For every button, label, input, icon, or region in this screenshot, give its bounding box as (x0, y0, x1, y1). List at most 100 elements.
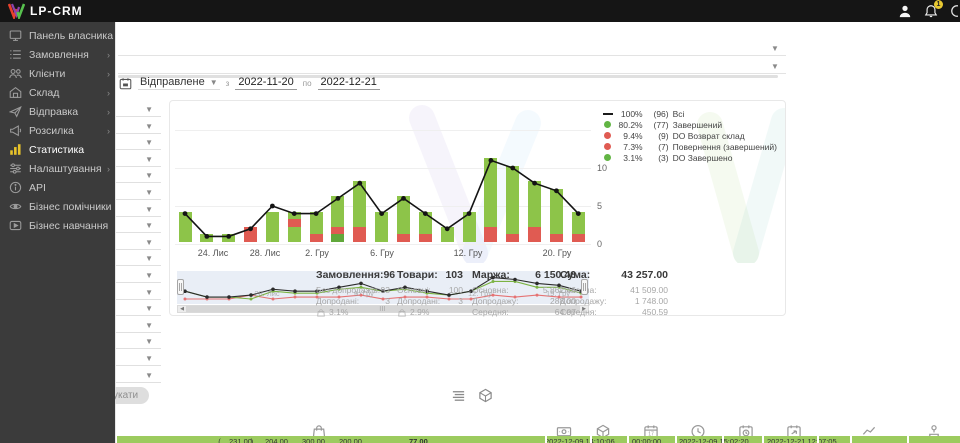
summary-sub-value: 3 (458, 296, 463, 306)
legend-item[interactable]: 100% (96) Всі (602, 108, 777, 119)
calendar-icon (119, 77, 132, 90)
sidebar-item-api[interactable]: API (0, 178, 115, 197)
top-select-2-underline[interactable] (118, 73, 786, 74)
filter-select-2[interactable]: ▼ (116, 119, 161, 134)
package-view-icon[interactable] (478, 388, 493, 403)
y-axis-tick: 10 (597, 163, 608, 173)
bar-day-9[interactable] (353, 181, 367, 242)
filter-select-9[interactable]: ▼ (116, 235, 161, 250)
sidebar-item-бізнес-помічники[interactable]: Бізнес помічники (0, 197, 115, 216)
sidebar-item-бізнес-навчання[interactable]: Бізнес навчання (0, 216, 115, 235)
bar-day-15[interactable] (484, 158, 498, 242)
legend-item[interactable]: 7.3% (7) Повернення (завершений) (602, 141, 777, 152)
summary-sub-value: 450.59 (642, 307, 668, 317)
chevron-down-icon: ▼ (145, 121, 153, 131)
user-icon[interactable] (898, 4, 912, 18)
legend-item[interactable]: 9.4% (9) DO Возврат склад (602, 130, 777, 141)
bar-day-1[interactable] (178, 211, 192, 242)
to-label: по (302, 79, 312, 88)
chart-range-navigator[interactable]: 28. Лис 6. Гру 12. Гру 19. Гру (177, 271, 589, 304)
bar-day-11[interactable] (397, 196, 410, 242)
legend-percent: 80.2% (618, 119, 643, 130)
bar-day-8[interactable] (331, 196, 345, 242)
row-cell-text: …………… (855, 437, 893, 443)
filter-select-5[interactable]: ▼ (116, 168, 161, 184)
filter-select-13[interactable]: ▼ (116, 301, 161, 317)
filter-select-4[interactable]: ▼ (116, 152, 161, 167)
bar-segment-r (418, 234, 432, 242)
bar-day-10[interactable] (375, 211, 389, 242)
bar-day-16[interactable] (506, 166, 520, 242)
banknote-icon[interactable] (556, 424, 572, 439)
scroll-left-arrow[interactable]: ◀ (180, 306, 184, 312)
legend-dot-marker (604, 154, 612, 161)
sidebar-item-панель-власника[interactable]: Панель власника (0, 26, 115, 45)
filter-select-15[interactable]: ▼ (116, 334, 161, 350)
sidebar-item-label: Склад (29, 86, 60, 99)
bar-day-5[interactable] (265, 211, 279, 242)
chart-scrollbar[interactable]: ◀ ||| ▶ (177, 305, 589, 313)
navigator-left-handle[interactable] (177, 279, 184, 295)
cell-separator (722, 436, 724, 443)
bar-day-18[interactable] (549, 188, 563, 242)
x-axis-tick: 28. Лис (249, 248, 281, 258)
chevron-down-icon: ▼ (145, 337, 153, 347)
sidebar-item-статистика[interactable]: Статистика (0, 140, 115, 159)
lp-crm-logo-icon (8, 3, 25, 19)
bar-day-19[interactable] (571, 211, 585, 242)
cell-separator (675, 436, 677, 443)
navigator-right-handle[interactable] (581, 279, 588, 295)
chevron-down-icon[interactable]: ▼ (771, 44, 779, 53)
legend-label: Завершений (672, 119, 723, 130)
bar-day-17[interactable] (528, 181, 542, 242)
bar-day-3[interactable] (222, 234, 236, 242)
bar-day-6[interactable] (287, 211, 301, 242)
filter-select-11[interactable]: ▼ (116, 268, 161, 283)
date-to-input[interactable]: 2022-12-21 (317, 76, 380, 90)
legend-item[interactable]: 80.2% (77) Завершений (602, 119, 777, 130)
chevron-down-icon[interactable]: ▼ (771, 62, 779, 71)
filter-select-8[interactable]: ▼ (116, 218, 161, 234)
filter-select-1[interactable]: ▼ (116, 102, 161, 117)
scrollbar-thumb[interactable]: ||| (186, 306, 580, 312)
lp-crm-logo[interactable]: LP-CRM (0, 3, 83, 19)
sidebar-item-розсилка[interactable]: Розсилка › (0, 121, 115, 140)
chevron-down-icon: ▼ (145, 254, 153, 264)
sidebar-item-відправка[interactable]: Відправка › (0, 102, 115, 121)
top-select-1-underline[interactable] (118, 55, 786, 56)
bar-day-7[interactable] (309, 211, 323, 242)
filter-scrollbar[interactable] (118, 75, 778, 78)
legend-item[interactable]: 3.1% (3) DO Завершено (602, 152, 777, 163)
bar-day-12[interactable] (418, 211, 432, 242)
bar-day-4[interactable] (244, 226, 258, 242)
bar-day-2[interactable] (200, 234, 214, 242)
legend-percent: 7.3% (623, 141, 643, 152)
profile-circle-icon[interactable] (950, 4, 958, 18)
bar-segment-g (484, 158, 498, 227)
bar-day-13[interactable] (440, 226, 454, 242)
filter-select-17[interactable]: ▼ (116, 368, 161, 383)
filter-select-10[interactable]: ▼ (116, 251, 161, 267)
period-type-select[interactable]: Відправлене ▼ (138, 76, 220, 90)
navigator-tick: 28. Лис (254, 289, 280, 298)
sidebar-item-замовлення[interactable]: Замовлення › (0, 45, 115, 64)
chevron-down-icon: ▼ (209, 77, 218, 87)
filter-select-12[interactable]: ▼ (116, 285, 161, 300)
summary-sub-value: 1 748.00 (634, 296, 668, 306)
list-view-icon[interactable] (451, 388, 466, 403)
filter-select-16[interactable]: ▼ (116, 351, 161, 366)
sidebar-item-склад[interactable]: Склад › (0, 83, 115, 102)
filter-select-14[interactable]: ▼ (116, 318, 161, 333)
cell-separator (817, 436, 819, 443)
sidebar-item-клієнти[interactable]: Клієнти › (0, 64, 115, 83)
sidebar-item-налаштування[interactable]: Налаштування › (0, 159, 115, 178)
filter-select-3[interactable]: ▼ (116, 135, 161, 151)
navigator-tick: 6. Гру (354, 289, 374, 298)
date-from-input[interactable]: 2022-11-20 (235, 76, 297, 90)
orders-table-row[interactable]: ………… ………… ………… (…………) 231.00 204.00 300.00 2… (117, 436, 960, 443)
scroll-right-arrow[interactable]: ▶ (582, 306, 586, 312)
bar-day-14[interactable] (462, 211, 476, 242)
filter-select-6[interactable]: ▼ (116, 185, 161, 200)
filter-select-7[interactable]: ▼ (116, 202, 161, 217)
bell-icon[interactable]: 1 (924, 0, 943, 18)
